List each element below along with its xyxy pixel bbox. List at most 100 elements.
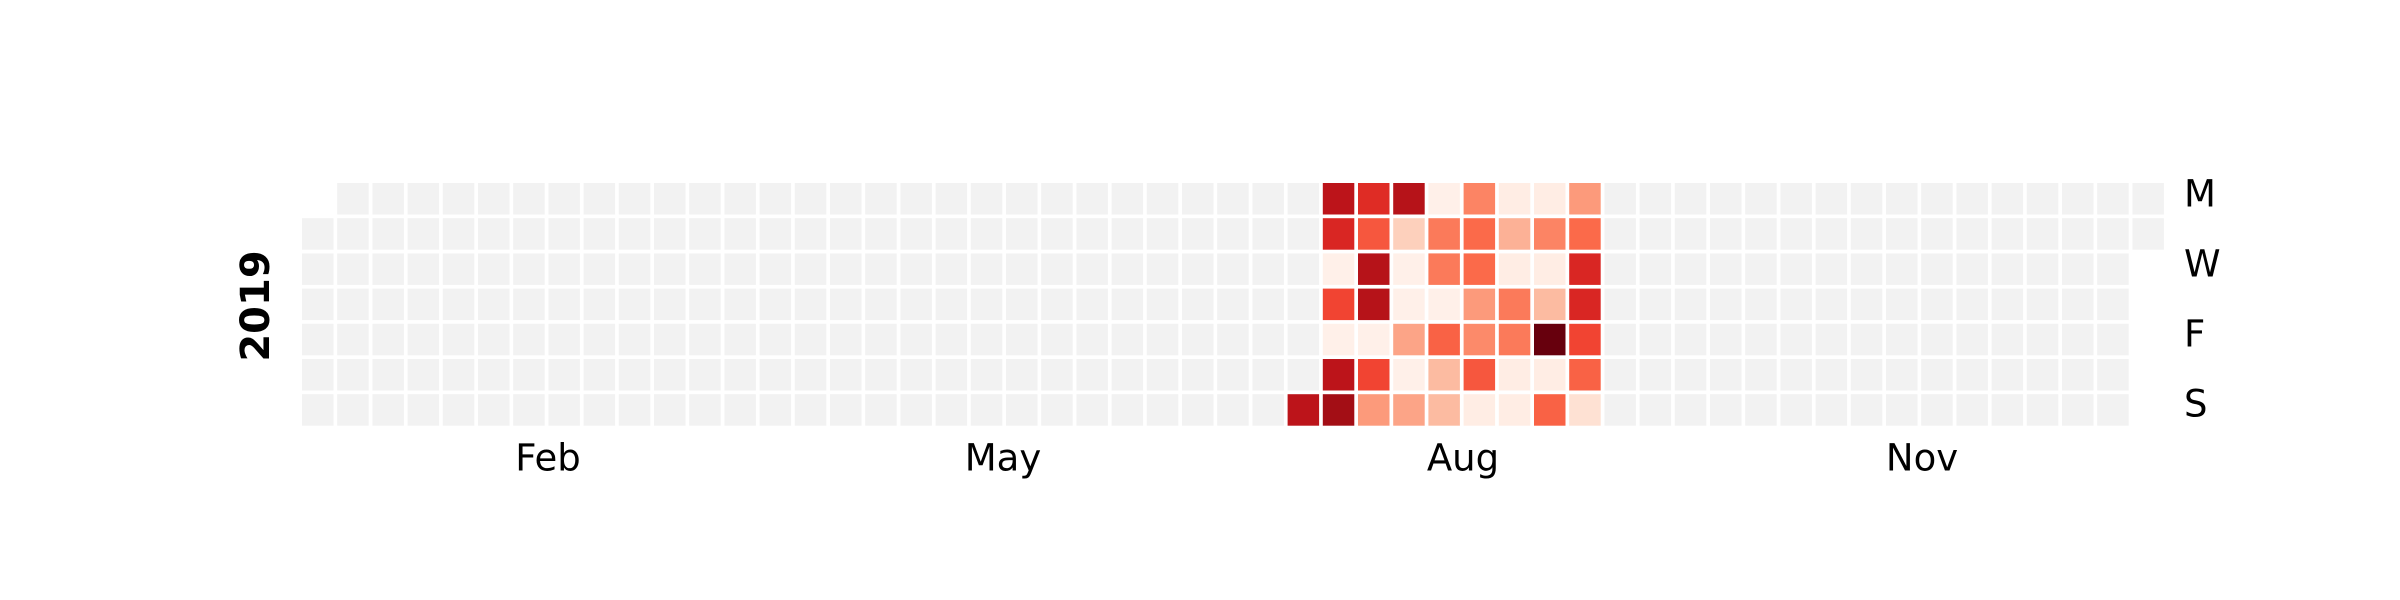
heatmap-cell-active (1534, 183, 1566, 215)
heatmap-cell-empty (935, 359, 968, 391)
heatmap-cell-empty (1041, 323, 1073, 356)
heatmap-cell-empty (1217, 288, 1249, 321)
heatmap-cell-empty (302, 359, 334, 391)
heatmap-cell-empty (1956, 183, 1988, 215)
heatmap-cell-empty (2097, 323, 2129, 356)
heatmap-cell-empty (935, 183, 968, 215)
heatmap-cell-empty (1604, 183, 1636, 215)
heatmap-cell-empty (1252, 394, 1284, 426)
heatmap-cell-active (1358, 359, 1390, 391)
heatmap-cell-empty (2026, 218, 2059, 250)
heatmap-cell-empty (478, 183, 510, 215)
heatmap-cell-empty (2097, 288, 2129, 321)
heatmap-cell-active (1322, 359, 1355, 391)
heatmap-cell-active (1463, 218, 1496, 250)
heatmap-cell-active (1322, 288, 1355, 321)
heatmap-cell-empty (759, 218, 792, 250)
heatmap-cell-empty (1182, 288, 1214, 321)
heatmap-cells (302, 183, 2164, 426)
heatmap-cell-empty (513, 218, 545, 250)
heatmap-cell-empty (618, 288, 651, 321)
heatmap-cell-empty (1780, 288, 1812, 321)
heatmap-cell-empty (689, 323, 721, 356)
weekday-label-m: M (2184, 173, 2216, 216)
heatmap-cell-active (1428, 288, 1460, 321)
heatmap-cell-active (1393, 323, 1425, 356)
month-label-feb: Feb (515, 437, 581, 480)
heatmap-cell-empty (1041, 288, 1073, 321)
heatmap-cell-empty (1182, 323, 1214, 356)
heatmap-cell-empty (2097, 253, 2129, 285)
heatmap-cell-empty (442, 394, 475, 426)
heatmap-cell-empty (1674, 218, 1707, 250)
heatmap-cell-empty (1745, 394, 1777, 426)
heatmap-cell-empty (407, 218, 440, 250)
heatmap-cell-empty (1674, 253, 1707, 285)
heatmap-cell-empty (618, 359, 651, 391)
heatmap-cell-empty (1674, 394, 1707, 426)
heatmap-cell-empty (372, 394, 404, 426)
heatmap-cell-active (1428, 394, 1460, 426)
heatmap-cell-empty (1146, 394, 1179, 426)
heatmap-cell-empty (407, 288, 440, 321)
heatmap-cell-empty (1146, 359, 1179, 391)
heatmap-cell-empty (1921, 183, 1953, 215)
heatmap-cell-empty (442, 218, 475, 250)
heatmap-cell-empty (1815, 253, 1848, 285)
heatmap-cell-empty (865, 183, 897, 215)
heatmap-cell-active (1322, 253, 1355, 285)
heatmap-cell-empty (1076, 359, 1108, 391)
heatmap-cell-empty (1850, 288, 1883, 321)
heatmap-cell-empty (1252, 218, 1284, 250)
heatmap-cell-empty (513, 394, 545, 426)
heatmap-cell-empty (548, 253, 580, 285)
heatmap-cell-empty (830, 253, 862, 285)
heatmap-cell-empty (618, 394, 651, 426)
heatmap-cell-active (1358, 323, 1390, 356)
heatmap-cell-empty (1991, 359, 2024, 391)
heatmap-cell-empty (1710, 288, 1742, 321)
heatmap-cell-active (1463, 288, 1496, 321)
heatmap-cell-active (1393, 218, 1425, 250)
heatmap-cell-empty (2062, 288, 2094, 321)
heatmap-cell-active (1322, 323, 1355, 356)
heatmap-cell-empty (372, 253, 404, 285)
heatmap-cell-empty (1252, 183, 1284, 215)
heatmap-cell-empty (724, 323, 756, 356)
heatmap-cell-empty (970, 394, 1003, 426)
heatmap-cell-empty (724, 394, 756, 426)
heatmap-cell-empty (830, 323, 862, 356)
heatmap-cell-empty (1745, 359, 1777, 391)
heatmap-cell-empty (1780, 323, 1812, 356)
heatmap-cell-empty (407, 394, 440, 426)
heatmap-cell-empty (2097, 359, 2129, 391)
heatmap-cell-empty (583, 183, 616, 215)
heatmap-cell-empty (970, 359, 1003, 391)
heatmap-cell-active (1393, 288, 1425, 321)
month-label-nov: Nov (1886, 437, 1958, 480)
heatmap-cell-empty (1710, 394, 1742, 426)
month-labels: Feb May Aug Nov (515, 437, 1958, 480)
heatmap-cell-empty (1041, 218, 1073, 250)
heatmap-cell-empty (442, 359, 475, 391)
heatmap-cell-active (1393, 183, 1425, 215)
heatmap-cell-empty (1217, 394, 1249, 426)
heatmap-cell-empty (724, 359, 756, 391)
heatmap-cell-empty (900, 218, 932, 250)
heatmap-cell-empty (1146, 253, 1179, 285)
heatmap-cell-empty (1287, 183, 1320, 215)
heatmap-cell-empty (1287, 359, 1320, 391)
heatmap-cell-active (1358, 183, 1390, 215)
heatmap-cell-empty (548, 288, 580, 321)
heatmap-cell-empty (1217, 183, 1249, 215)
heatmap-cell-active (1463, 253, 1496, 285)
heatmap-cell-empty (1745, 218, 1777, 250)
heatmap-cell-empty (1815, 183, 1848, 215)
heatmap-cell-empty (654, 218, 686, 250)
heatmap-cell-empty (1815, 218, 1848, 250)
heatmap-cell-empty (513, 183, 545, 215)
heatmap-cell-empty (1745, 253, 1777, 285)
heatmap-cell-empty (1146, 218, 1179, 250)
heatmap-cell-empty (759, 183, 792, 215)
heatmap-cell-empty (372, 288, 404, 321)
